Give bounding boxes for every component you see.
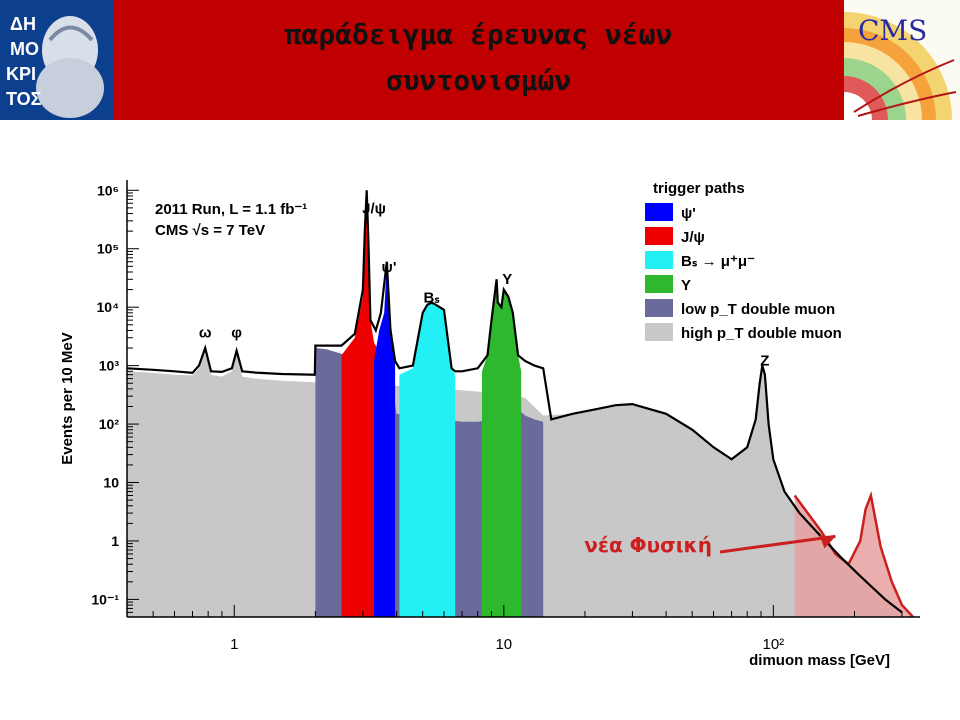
plot-area	[127, 190, 915, 617]
title-line-2: συντονισμών	[385, 64, 572, 97]
x-tick-label-1: 10	[495, 636, 512, 653]
legend-label-3: Υ	[681, 277, 691, 294]
legend-swatch-5	[645, 323, 673, 341]
new-physics-arrow-line	[719, 534, 836, 554]
y-tick-label-5: 10	[103, 475, 119, 491]
logo-letters-1: ΔΗ	[10, 14, 36, 34]
header-band	[0, 0, 960, 120]
cms-logo-art: CMS	[844, 0, 960, 120]
legend-label-1: J/ψ	[681, 229, 705, 246]
title-line-1: παράδειγμα έρευνας νέων	[284, 18, 673, 51]
y-tick-label-6: 1	[111, 533, 119, 549]
legend-label-2: Bₛ → μ⁺μ⁻	[681, 253, 755, 270]
legend-label-0: ψ'	[681, 205, 696, 222]
axes: 1 10 10² 10⁶ 10⁵ 10⁴ 10³ 10² 10 1 10⁻¹ dimuon mass …	[59, 180, 920, 669]
run-info-0: 2011 Run, L = 1.1 fb⁻¹	[155, 201, 307, 218]
legend-swatch-3	[645, 275, 673, 293]
new-physics-arrowhead	[819, 535, 836, 549]
total-line	[127, 190, 903, 614]
cms-logo-text: CMS	[858, 14, 927, 47]
demokritos-logo-art: ΔΗ ΜΟ ΚΡΙ ΤΟΣ	[0, 0, 113, 120]
peak-label-2: J/ψ	[362, 201, 386, 218]
peak-label-4: Bₛ	[423, 290, 440, 307]
y-axis-label: Events per 10 MeV	[59, 332, 76, 465]
x-axis-label: dimuon mass [GeV]	[749, 652, 890, 669]
y-tick-label-4: 10²	[99, 416, 120, 432]
logo-letters-2: ΜΟ	[10, 39, 39, 59]
demokritos-logo: ΔΗ ΜΟ ΚΡΙ ΤΟΣ	[0, 0, 113, 120]
legend-label-4: low p_T double muon	[681, 301, 835, 318]
slide-title: παράδειγμα έρευνας νέων συντονισμών	[113, 12, 844, 104]
new-physics-label: νέα Φυσική	[584, 533, 712, 557]
legend-swatch-4	[645, 299, 673, 317]
logo-letters-3: ΚΡΙ	[6, 64, 36, 84]
series-area-5	[482, 279, 522, 617]
y-tick-label-2: 10⁴	[97, 299, 120, 315]
legend-title: trigger paths	[653, 180, 745, 197]
peak-label-1: φ	[231, 325, 242, 342]
logo-letters-4: ΤΟΣ	[6, 89, 42, 109]
annotations: 2011 Run, L = 1.1 fb⁻¹ CMS √s = 7 TeV ω φ J/…	[155, 201, 836, 557]
y-tick-label-7: 10⁻¹	[91, 591, 119, 607]
legend-label-5: high p_T double muon	[681, 325, 842, 342]
y-tick-label-1: 10⁵	[97, 241, 119, 257]
x-tick-label-2: 10²	[763, 636, 785, 653]
run-info-1: CMS √s = 7 TeV	[155, 222, 265, 239]
peak-label-3: ψ'	[382, 259, 397, 276]
y-tick-label-3: 10³	[99, 358, 120, 374]
series-area-4	[399, 302, 456, 617]
series-area-3	[374, 261, 396, 617]
x-tick-label-0: 1	[230, 636, 238, 653]
legend-swatch-1	[645, 227, 673, 245]
legend-swatch-0	[645, 203, 673, 221]
cms-logo: CMS	[844, 0, 960, 120]
peak-label-0: ω	[199, 325, 212, 342]
chart: 1 10 10² 10⁶ 10⁵ 10⁴ 10³ 10² 10 1 10⁻¹ dimuon mass …	[59, 180, 920, 669]
legend-swatch-2	[645, 251, 673, 269]
y-tick-label-0: 10⁶	[97, 182, 119, 198]
peak-label-5: Υ	[502, 271, 512, 288]
peak-label-6: Z	[760, 353, 769, 370]
